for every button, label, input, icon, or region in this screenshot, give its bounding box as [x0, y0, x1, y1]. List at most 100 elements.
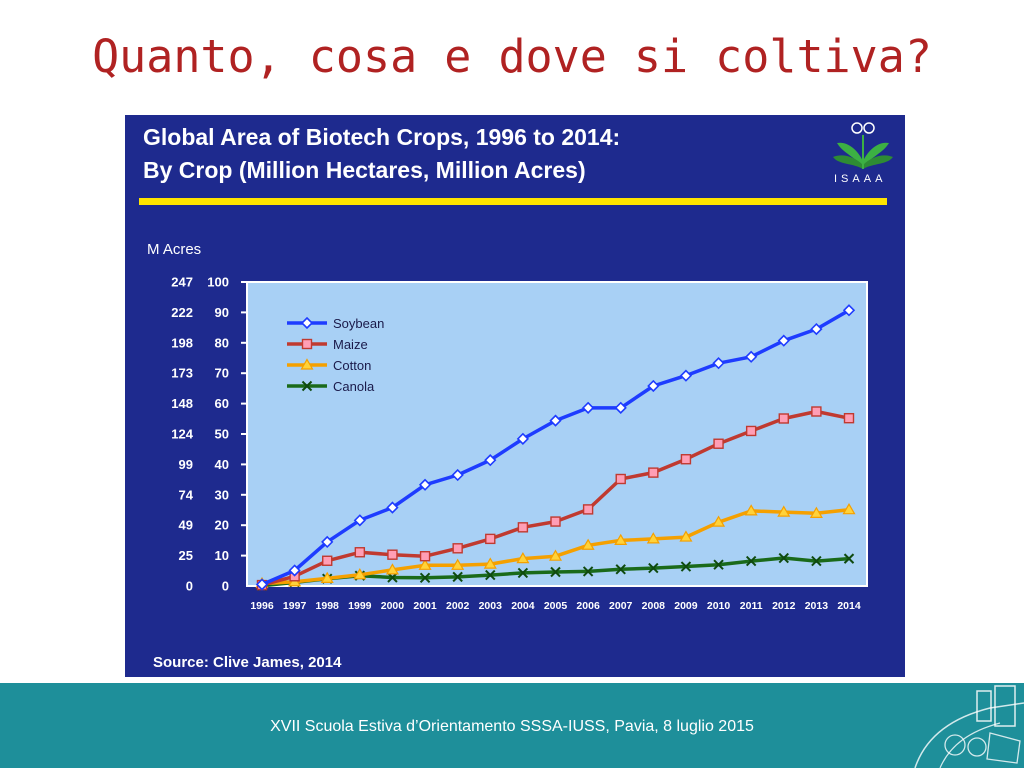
data-point-canola: [517, 567, 529, 579]
data-point-canola: [680, 561, 692, 572]
data-point-canola: [778, 552, 789, 564]
x-tick-label: 1998: [316, 600, 340, 612]
x-axis: 1996 1997 1998 1999 2000 2001 2002 2003 2004 2005…: [250, 600, 861, 612]
data-point-soybean: [549, 414, 562, 427]
data-point-maize: [419, 551, 431, 562]
data-point-cotton: [581, 538, 595, 550]
title-underline-bar: [139, 198, 887, 205]
data-point-maize: [843, 412, 855, 424]
data-point-soybean: [581, 401, 595, 414]
y-tick-label-acres: 124: [171, 427, 193, 442]
y-tick-label-acres: 247: [171, 275, 193, 290]
data-point-maize: [354, 547, 366, 558]
data-point-cotton: [809, 506, 823, 518]
y-tick-label-acres: 148: [171, 396, 193, 411]
x-tick-label: 2005: [544, 600, 568, 612]
footer-band: [0, 683, 1024, 768]
data-point-cotton: [744, 504, 758, 516]
legend-label: Soybean: [333, 316, 384, 331]
data-point-maize: [517, 522, 529, 533]
isaaa-plant-logo-icon: [832, 120, 894, 182]
data-point-soybean: [745, 350, 758, 363]
data-point-canola: [419, 572, 431, 583]
data-point-canola: [745, 555, 757, 567]
plot-area: [246, 281, 868, 587]
legend-item-cotton: Cotton: [287, 358, 371, 373]
x-tick-label: 2013: [805, 600, 829, 612]
data-point-maize: [811, 406, 822, 417]
source-note: Source: Clive James, 2014: [153, 654, 342, 671]
y-tick-label-hectares: 0: [222, 579, 229, 594]
data-point-canola: [648, 562, 659, 574]
data-point-canola: [713, 559, 724, 570]
y-tick-label-acres: 173: [171, 366, 193, 381]
footer-text: XVII Scuola Estiva d’Orientamento SSSA-I…: [270, 718, 754, 735]
line-chart: Global Area of Biotech Crops, 1996 to 20…: [139, 120, 894, 671]
data-point-maize: [615, 473, 626, 485]
data-point-soybean: [777, 334, 790, 347]
data-point-canola: [387, 572, 398, 583]
x-tick-label: 2003: [479, 600, 503, 612]
data-point-maize: [680, 454, 692, 465]
isaaa-logo: ISAAA: [832, 120, 894, 185]
data-point-cotton: [483, 557, 497, 569]
data-point-maize: [387, 549, 398, 560]
y-unit-label: M Acres: [147, 241, 201, 258]
y-tick-label-hectares: 10: [215, 548, 229, 563]
x-tick-label: 2011: [740, 600, 763, 612]
x-tick-label: 2004: [511, 600, 535, 612]
legend-label: Maize: [333, 337, 368, 352]
legend-marker: [301, 338, 313, 350]
y-tick-label-acres: 99: [179, 457, 193, 472]
data-point-soybean: [418, 478, 432, 491]
x-tick-label: 2012: [772, 600, 796, 612]
legend-label: Canola: [333, 379, 375, 394]
legend-item-maize: Maize: [287, 337, 368, 352]
y-tick-label-acres: 222: [171, 305, 193, 320]
data-point-maize: [582, 504, 594, 515]
series-soybean: [255, 304, 856, 591]
y-tick-label-acres: 0: [186, 579, 193, 594]
data-point-canola: [615, 564, 626, 575]
data-point-soybean: [451, 468, 464, 482]
data-point-canola: [485, 569, 496, 581]
data-point-maize: [713, 438, 724, 449]
x-tick-label: 2002: [446, 600, 470, 612]
data-point-soybean: [386, 501, 399, 514]
data-point-cotton: [516, 551, 530, 564]
y-tick-label-acres: 198: [171, 335, 193, 350]
data-point-soybean: [614, 401, 627, 414]
data-point-canola: [452, 571, 463, 583]
y-tick-label-hectares: 50: [215, 427, 229, 442]
data-point-soybean: [516, 432, 530, 445]
legend-item-soybean: Soybean: [287, 316, 384, 331]
data-point-canola: [550, 566, 561, 578]
y-axis-acres: 0 25 49 74 99 124 148 173 198 222 247: [171, 275, 193, 594]
x-tick-label: 2006: [576, 600, 600, 612]
data-point-maize: [322, 555, 333, 566]
data-point-cotton: [614, 533, 628, 545]
x-tick-label: 1997: [283, 600, 307, 612]
data-point-soybean: [679, 369, 693, 382]
x-tick-label: 1996: [250, 600, 274, 612]
data-point-cotton: [679, 530, 693, 542]
data-point-cotton: [353, 568, 367, 580]
legend-marker: [300, 316, 314, 330]
y-tick-label-acres: 74: [179, 487, 194, 502]
data-point-soybean: [810, 322, 823, 336]
y-tick-label-hectares: 100: [207, 275, 229, 290]
chart-subtitle: By Crop (Million Hectares, Million Acres…: [143, 157, 586, 183]
y-axis-hectares: 0 10 20 30 40 50 60 70 80 90 100: [207, 275, 229, 594]
data-point-maize: [485, 533, 496, 545]
data-point-cotton: [777, 505, 791, 517]
data-point-soybean: [288, 564, 301, 577]
data-point-maize: [648, 467, 659, 478]
data-point-cotton: [385, 563, 399, 575]
data-point-soybean: [255, 578, 269, 591]
x-tick-label: 2007: [609, 600, 633, 612]
data-point-maize: [550, 516, 561, 527]
chart-panel: Global Area of Biotech Crops, 1996 to 20…: [125, 115, 905, 677]
chart-title: Global Area of Biotech Crops, 1996 to 20…: [143, 124, 620, 150]
data-point-cotton: [451, 558, 465, 570]
data-point-soybean: [484, 454, 497, 467]
